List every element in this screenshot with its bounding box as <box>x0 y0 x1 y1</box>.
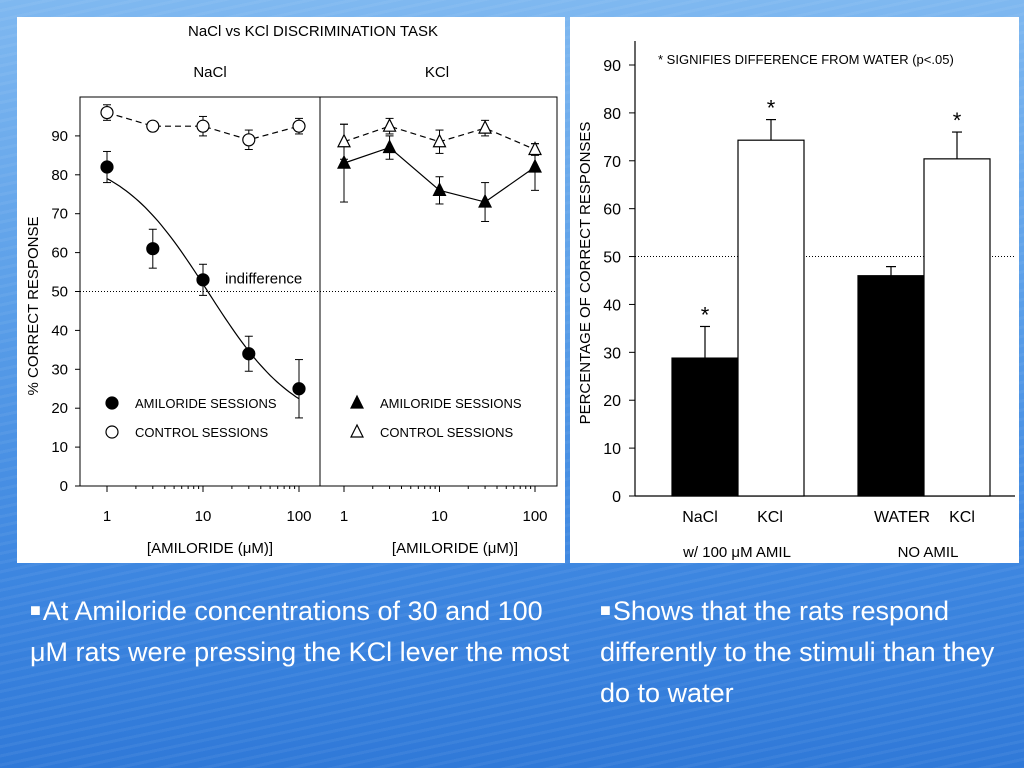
group-label-no-amil: NO AMIL <box>898 544 959 561</box>
legend-label: AMILORIDE SESSIONS <box>380 396 522 411</box>
y-axis-label: % CORRECT RESPONSE <box>25 217 42 396</box>
bullet-square-icon: ■ <box>30 600 41 620</box>
x-tick-label: 10 <box>195 508 212 525</box>
plot-area: indifference 0 10 20 30 40 50 60 70 80 90 1 10 100 AMI… <box>51 96 558 525</box>
y-tick-label: 20 <box>603 393 621 410</box>
x-axis-label-kcl: [AMILORIDE (μM)] <box>392 540 518 557</box>
bullet-right-text: Shows that the rats respond differently … <box>600 596 995 708</box>
filled-circle-marker <box>196 273 210 287</box>
bar-plot-area: 0 10 20 30 40 50 60 70 80 90 * NaCl * KCl WATER * KCl <box>603 41 1015 526</box>
x-tick-label: 1 <box>103 508 111 525</box>
bar-label: KCl <box>949 509 975 526</box>
open-triangle-marker <box>528 141 542 156</box>
y-tick-label: 10 <box>603 441 621 458</box>
bar-label: KCl <box>757 509 783 526</box>
y-tick-label: 90 <box>603 58 621 75</box>
panel-title-nacl: NaCl <box>193 64 226 81</box>
bullet-square-icon: ■ <box>600 600 611 620</box>
filled-circle-marker <box>242 347 256 361</box>
filled-triangle-marker <box>478 193 493 208</box>
open-triangle-marker <box>382 117 397 132</box>
legend-label: CONTROL SESSIONS <box>135 425 268 440</box>
filled-circle-marker <box>146 242 160 256</box>
y-tick-label: 80 <box>51 167 68 184</box>
open-circle-marker <box>292 119 306 133</box>
y-tick-label: 60 <box>603 202 621 219</box>
legend-marker <box>105 425 119 439</box>
y-tick-label: 0 <box>612 489 621 506</box>
y-tick-label: 90 <box>51 128 68 145</box>
open-circle-marker <box>146 119 160 133</box>
line-chart: NaCl vs KCl DISCRIMINATION TASK NaCl KCl… <box>25 23 558 557</box>
bar-label: WATER <box>874 509 930 526</box>
y-tick-label: 80 <box>603 106 621 123</box>
x-tick-label: 100 <box>286 508 311 525</box>
significance-star: * <box>701 302 710 327</box>
y-tick-label: 20 <box>51 400 68 417</box>
filled-circle-marker <box>100 160 114 174</box>
significance-star: * <box>953 108 962 133</box>
bullet-right: ■Shows that the rats respond differently… <box>600 590 1020 714</box>
legend-label: AMILORIDE SESSIONS <box>135 396 277 411</box>
open-triangle-marker <box>478 119 493 134</box>
reference-label: indifference <box>225 271 302 288</box>
bar-y-axis-label: PERCENTAGE OF CORRECT RESPONSES <box>577 122 594 425</box>
y-tick-label: 70 <box>603 154 621 171</box>
open-circle-marker <box>100 105 114 120</box>
y-tick-label: 30 <box>603 345 621 362</box>
legend-label: CONTROL SESSIONS <box>380 425 513 440</box>
chart-title: NaCl vs KCl DISCRIMINATION TASK <box>188 23 438 40</box>
line-chart-panel: NaCl vs KCl DISCRIMINATION TASK NaCl KCl… <box>17 17 565 563</box>
bullet-left: ■At Amiloride concentrations of 30 and 1… <box>30 590 570 673</box>
significance-star: * <box>767 96 776 121</box>
legend-marker <box>105 396 119 410</box>
bar-chart: PERCENTAGE OF CORRECT RESPONSES * SIGNIF… <box>577 41 1015 561</box>
open-triangle-marker <box>432 133 447 148</box>
x-tick-label: 1 <box>340 508 348 525</box>
legend-marker <box>350 423 364 438</box>
bar-chart-panel: PERCENTAGE OF CORRECT RESPONSES * SIGNIF… <box>570 17 1019 563</box>
y-tick-label: 50 <box>603 250 621 267</box>
y-tick-label: 40 <box>603 297 621 314</box>
bullet-left-text: At Amiloride concentrations of 30 and 10… <box>30 596 570 667</box>
y-tick-label: 30 <box>51 361 68 378</box>
group-label-amil: w/ 100 μM AMIL <box>682 544 791 561</box>
y-tick-label: 70 <box>51 206 68 223</box>
series-line <box>106 111 300 141</box>
bar <box>923 158 991 497</box>
significance-note: * SIGNIFIES DIFFERENCE FROM WATER (p<.05… <box>658 52 954 67</box>
y-tick-label: 50 <box>51 284 68 301</box>
bar-label: NaCl <box>682 509 718 526</box>
y-tick-label: 0 <box>60 478 68 495</box>
y-tick-label: 10 <box>51 439 68 456</box>
bar <box>671 357 739 497</box>
filled-circle-marker <box>292 382 306 396</box>
filled-triangle-marker <box>382 139 397 154</box>
legend-marker <box>350 394 364 409</box>
filled-triangle-marker <box>337 154 351 169</box>
bar <box>737 139 805 497</box>
x-tick-label: 100 <box>522 508 547 525</box>
x-tick-label: 10 <box>431 508 448 525</box>
open-circle-marker <box>242 133 256 147</box>
bar <box>857 275 925 497</box>
y-tick-label: 40 <box>51 322 68 339</box>
x-axis-label-nacl: [AMILORIDE (μM)] <box>147 540 273 557</box>
open-triangle-marker <box>337 133 351 148</box>
open-circle-marker <box>196 119 210 133</box>
filled-triangle-marker <box>432 182 447 196</box>
y-tick-label: 60 <box>51 245 68 262</box>
panel-title-kcl: KCl <box>425 64 449 81</box>
filled-triangle-marker <box>528 158 542 173</box>
